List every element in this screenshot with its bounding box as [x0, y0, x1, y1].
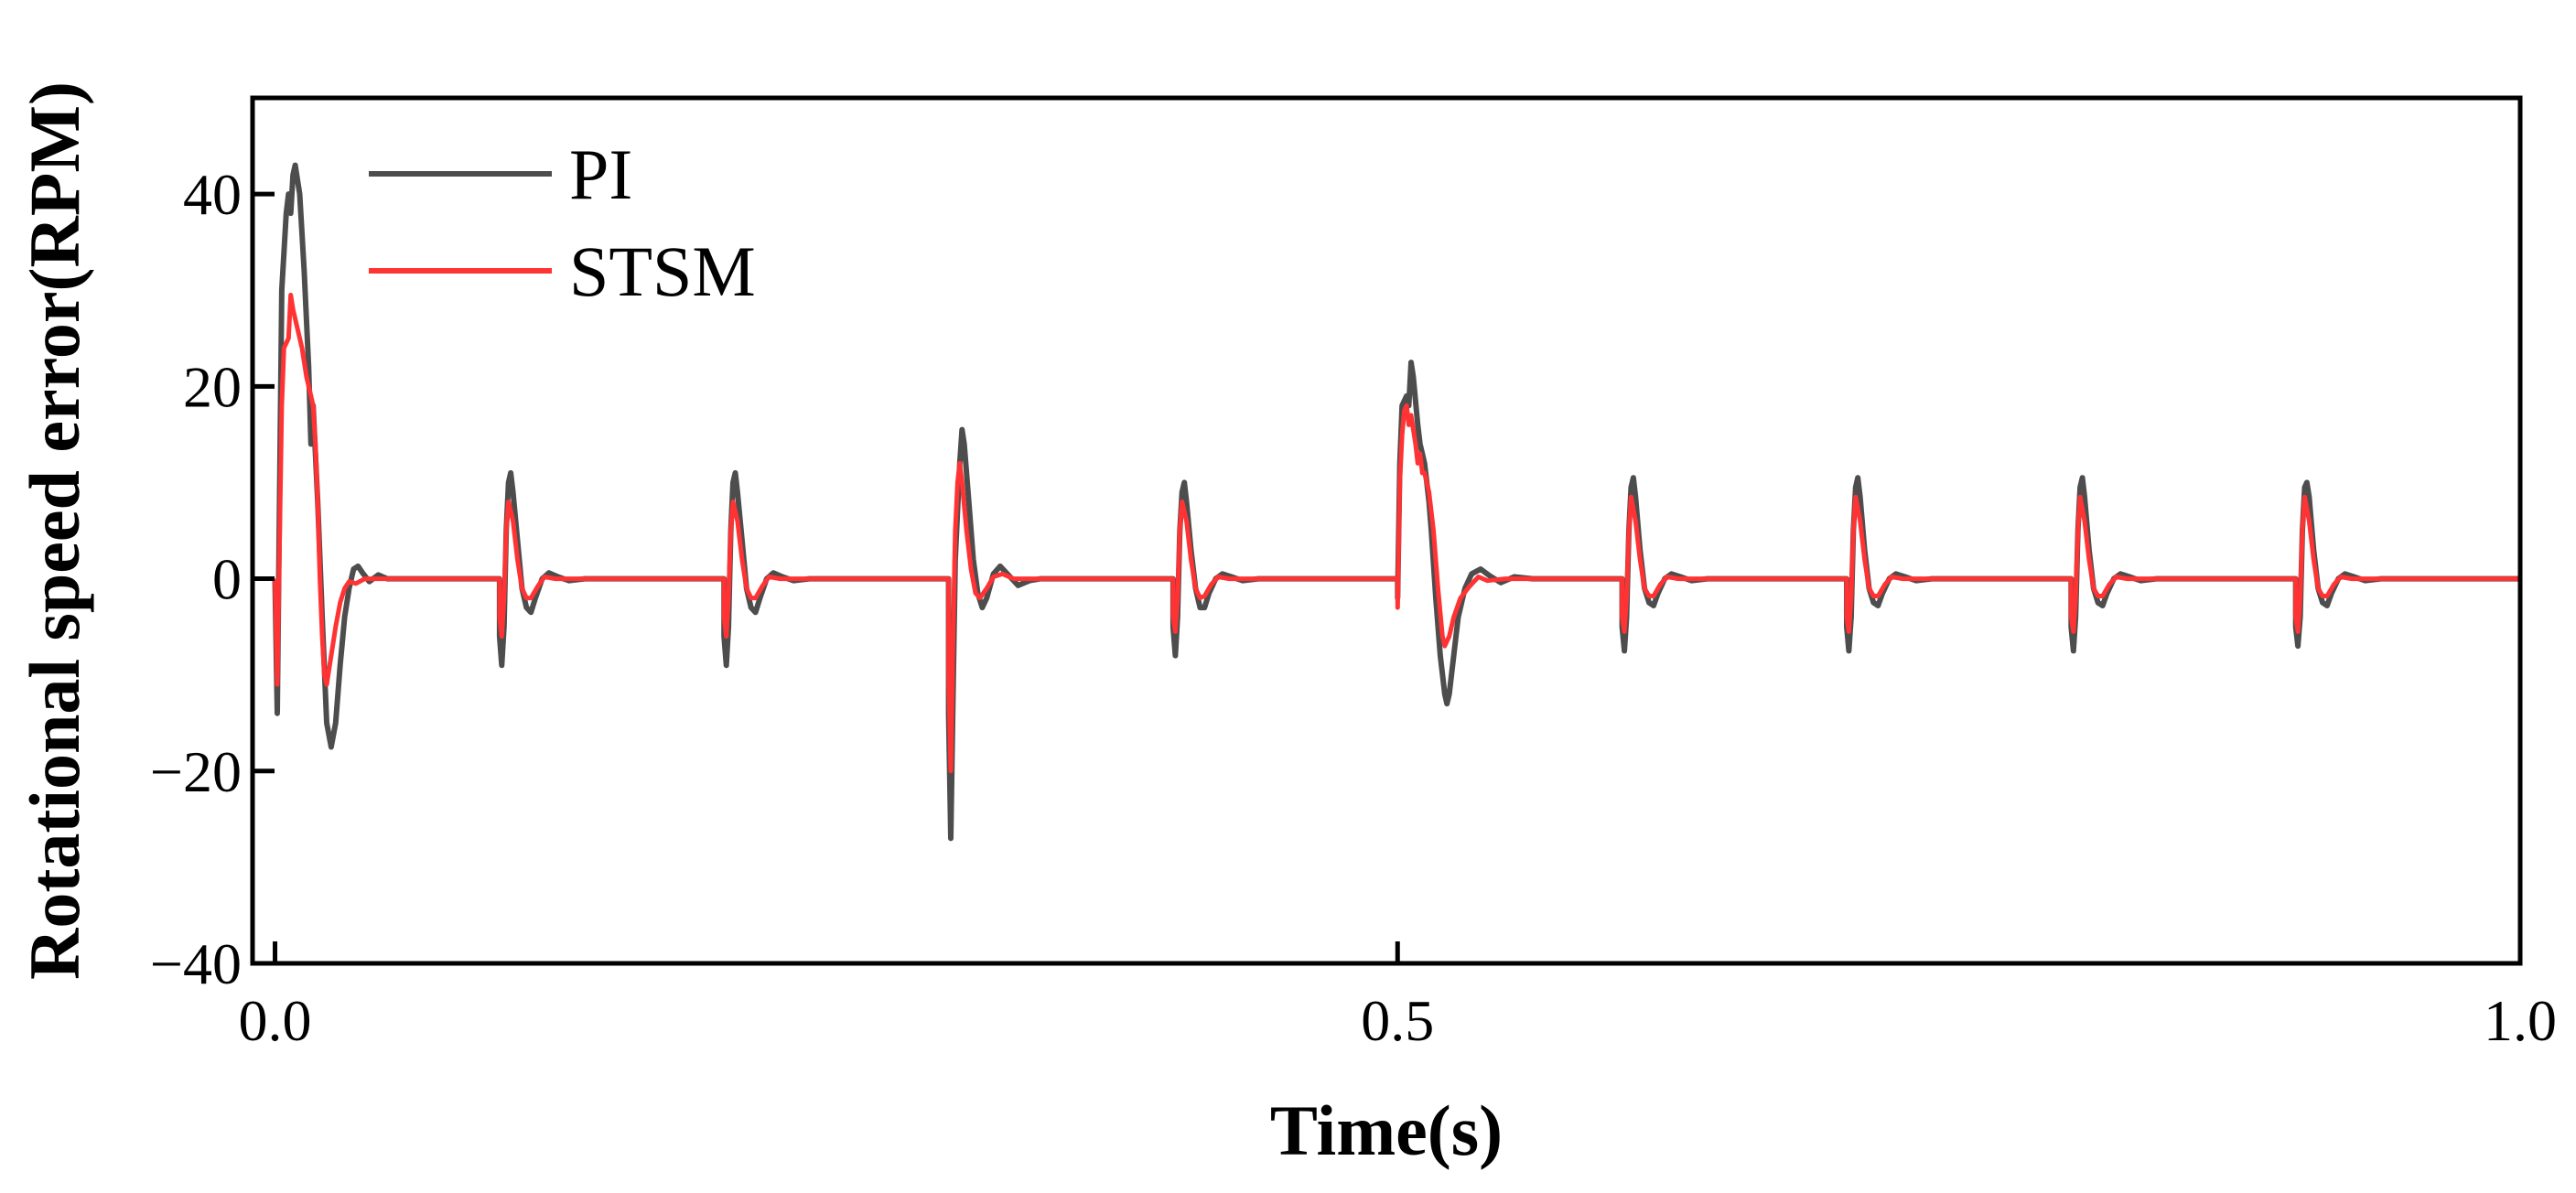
series-layer — [272, 162, 2520, 842]
legend: PI STSM — [369, 134, 756, 311]
x-axis-title: Time(s) — [1270, 1091, 1503, 1170]
y-tick-label: 20 — [183, 354, 242, 419]
x-tick-label: 0.0 — [239, 988, 312, 1053]
x-tick-label: 0.5 — [1361, 988, 1434, 1053]
y-tick-label: −40 — [150, 931, 242, 996]
series-line-stsm — [273, 293, 2520, 774]
y-tick-label: 40 — [183, 162, 242, 227]
y-tick-label: −20 — [150, 739, 242, 804]
ticks-layer: 0.0 0.5 1.0 −40 −20 0 20 40 — [150, 162, 2557, 1053]
y-axis-title: Rotational speed error(RPM) — [15, 81, 94, 980]
legend-label-stsm: STSM — [569, 231, 756, 311]
plot-frame — [250, 95, 2523, 966]
y-tick-label: 0 — [212, 547, 242, 612]
x-tick-label: 1.0 — [2484, 988, 2557, 1053]
legend-label-pi: PI — [569, 134, 632, 214]
